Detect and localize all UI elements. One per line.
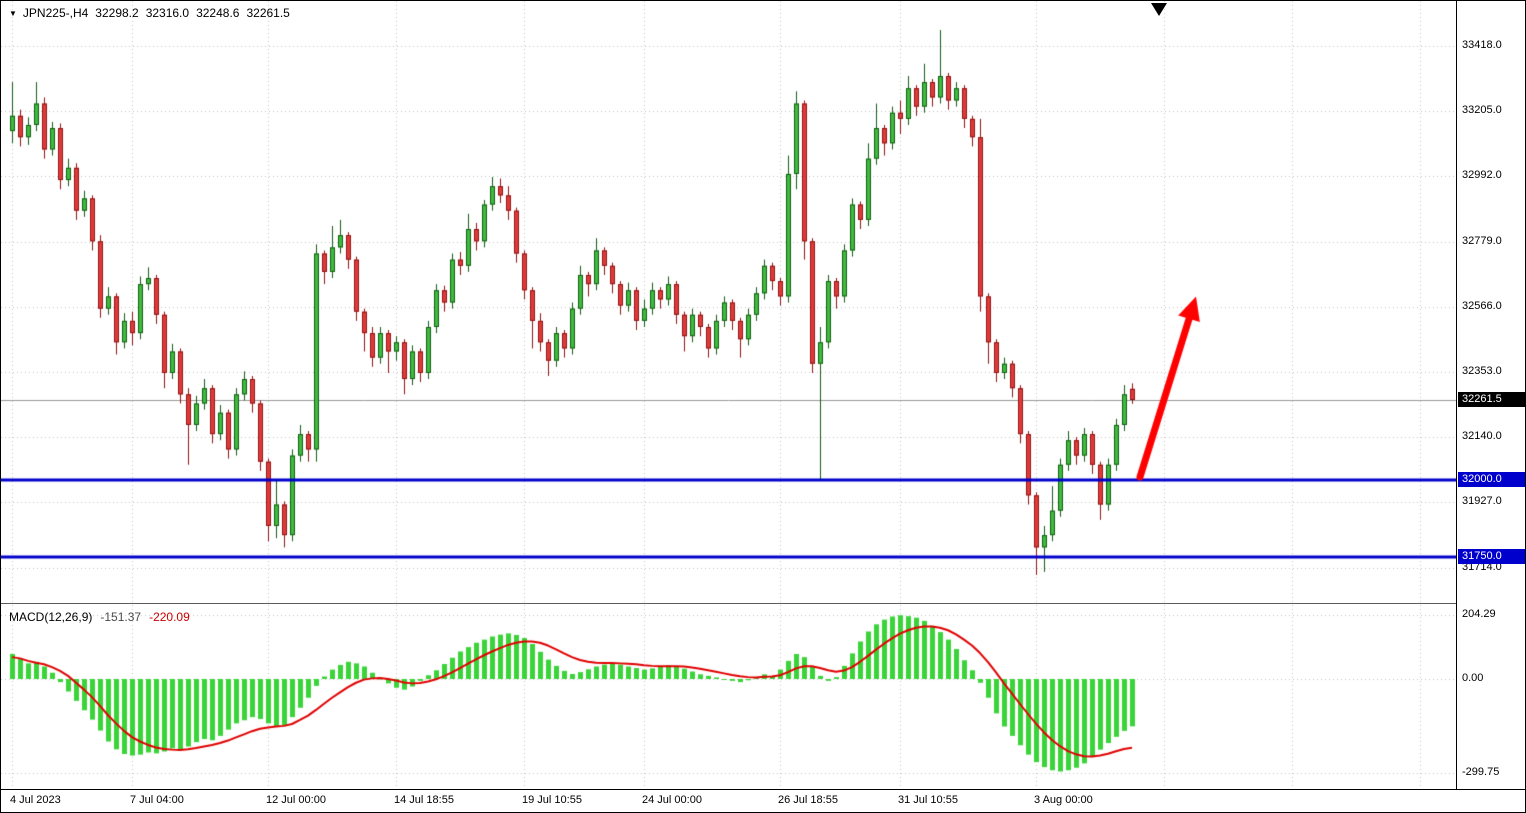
- price-tick-label: 32140.0: [1462, 430, 1502, 443]
- time-tick-label: 4 Jul 2023: [10, 794, 61, 806]
- macd-indicator-canvas[interactable]: [1, 605, 1456, 789]
- symbol-period-label: JPN225-,H4: [22, 6, 89, 20]
- price-tick-label: 32566.0: [1462, 299, 1502, 312]
- collapse-triangle-icon[interactable]: ▼: [9, 8, 17, 18]
- time-tick-label: 19 Jul 10:55: [522, 794, 582, 806]
- indicator-name-label: MACD(12,26,9): [9, 610, 93, 624]
- support-line-badge[interactable]: 31750.0: [1458, 548, 1525, 564]
- price-tick-label: 33205.0: [1462, 104, 1502, 117]
- price-tick-label: 32779.0: [1462, 234, 1502, 247]
- time-tick-label: 26 Jul 18:55: [778, 794, 838, 806]
- support-line-badge[interactable]: 32000.0: [1458, 472, 1525, 488]
- price-tick-label: 32992.0: [1462, 169, 1502, 182]
- macd-line-value: -151.37: [100, 610, 142, 624]
- time-tick-label: 12 Jul 00:00: [266, 794, 326, 806]
- time-tick-label: 24 Jul 00:00: [642, 794, 702, 806]
- current-price-badge: 32261.5: [1458, 391, 1525, 407]
- macd-tick-label: -299.75: [1462, 765, 1500, 778]
- close-value: 32261.5: [246, 6, 290, 20]
- price-chart-canvas[interactable]: [1, 1, 1456, 603]
- time-tick-label: 7 Jul 04:00: [130, 794, 184, 806]
- price-tick-label: 33418.0: [1462, 39, 1502, 51]
- price-axis[interactable]: 33418.0 33205.0 32992.0 32779.0 32566.0 32353…: [1456, 1, 1525, 789]
- panel-separator[interactable]: [1, 603, 1525, 604]
- time-tick-label: 31 Jul 10:55: [898, 794, 958, 806]
- macd-tick-label: 204.29: [1462, 608, 1496, 621]
- price-tick-label: 31927.0: [1462, 495, 1502, 508]
- price-tick-label: 31714.0: [1462, 560, 1502, 573]
- symbol-info: ▼ JPN225-,H4 32298.2 32316.0 32248.6 322…: [9, 6, 290, 20]
- open-value: 32298.2: [95, 6, 139, 20]
- low-value: 32248.6: [196, 6, 240, 20]
- macd-signal-value: -220.09: [149, 610, 190, 624]
- chart-shift-marker-icon[interactable]: [1151, 3, 1167, 16]
- macd-tick-label: 0.00: [1462, 672, 1484, 684]
- time-axis[interactable]: 4 Jul 2023 7 Jul 04:00 12 Jul 00:00 14 Jul …: [1, 789, 1525, 812]
- price-tick-label: 32353.0: [1462, 364, 1502, 377]
- high-value: 32316.0: [145, 6, 190, 20]
- time-tick-label: 3 Aug 00:00: [1034, 794, 1093, 806]
- time-tick-label: 14 Jul 18:55: [394, 794, 454, 806]
- macd-indicator-label: MACD(12,26,9) -151.37 -220.09: [9, 610, 190, 624]
